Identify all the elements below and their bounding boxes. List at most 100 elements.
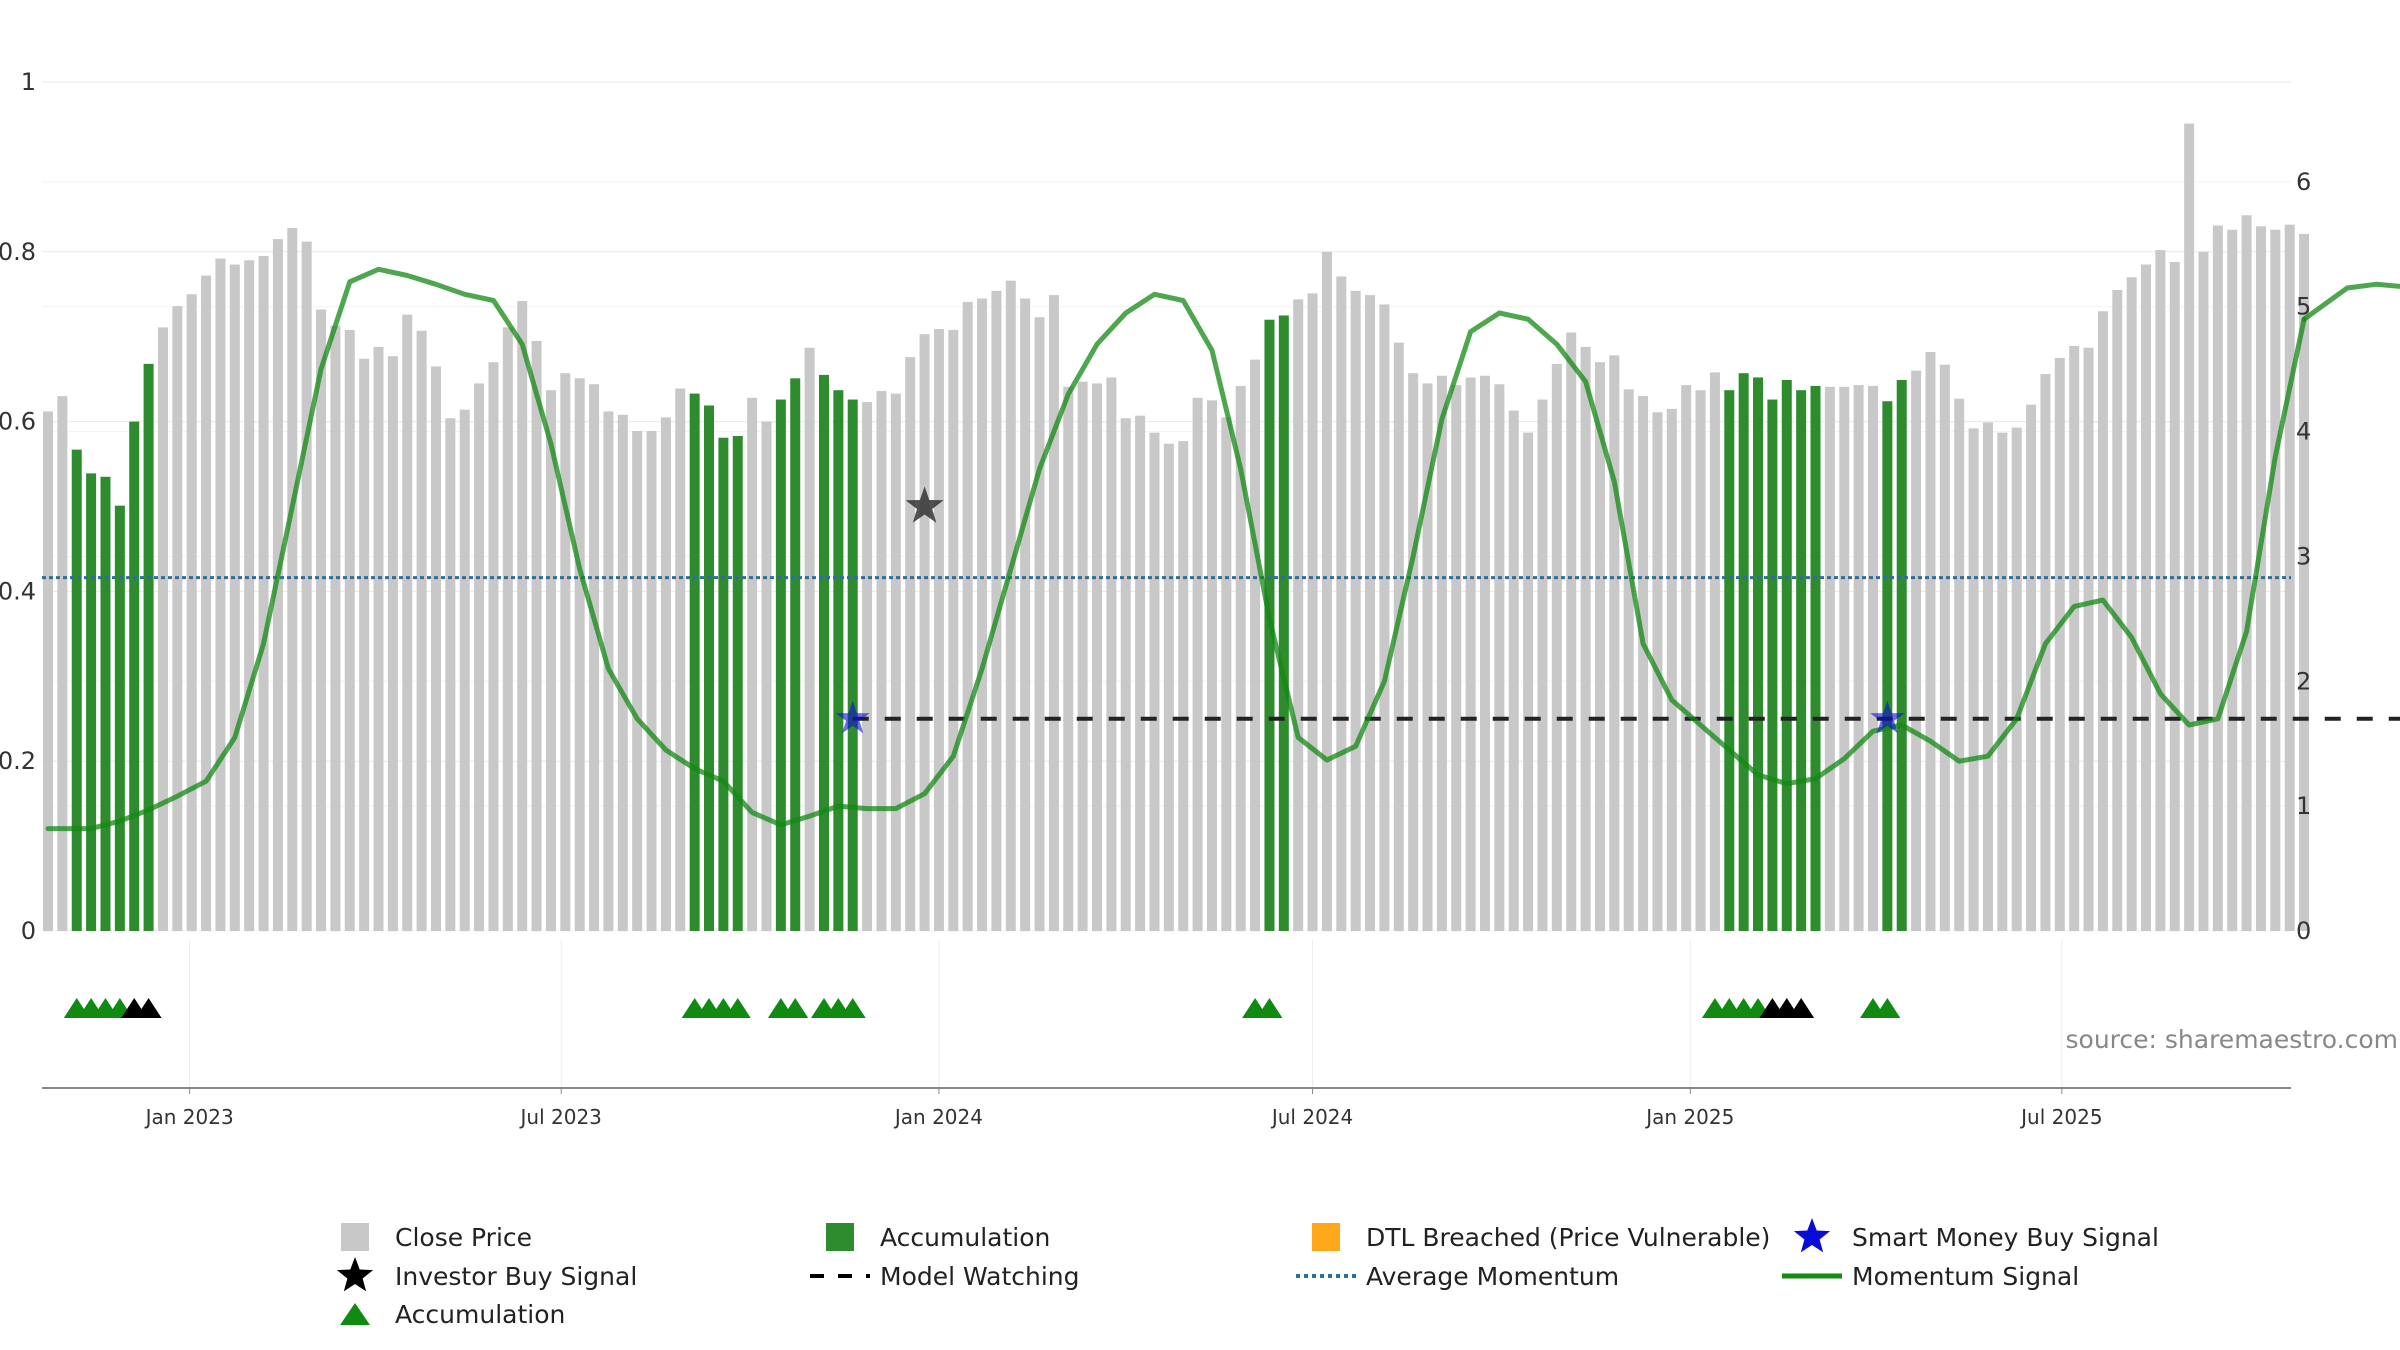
accumulation-bar — [775, 399, 786, 931]
legend-investor-label: Investor Buy Signal — [395, 1262, 637, 1291]
close-price-bar — [43, 411, 53, 931]
close-price-bar — [1939, 364, 1950, 931]
y-left-tick-label: 0.8 — [0, 238, 36, 266]
close-price-bar — [1681, 385, 1692, 931]
close-price-bar — [1623, 389, 1634, 931]
close-price-bar — [316, 309, 327, 932]
close-price-bar — [157, 327, 168, 932]
legend: Close Price Accumulation DTL Breached (Pri… — [336, 1218, 2159, 1329]
y-right-tick-label: 0 — [2296, 917, 2311, 945]
close-price-bar — [359, 358, 370, 931]
legend-dtl-breached-label: DTL Breached (Price Vulnerable) — [1366, 1223, 1770, 1252]
close-price-bar — [2212, 225, 2223, 931]
close-price-bar — [1178, 441, 1189, 931]
accumulation-bar — [114, 505, 125, 931]
legend-close-price-swatch — [341, 1223, 369, 1251]
close-price-bar — [2198, 251, 2209, 932]
close-price-bar — [531, 340, 542, 931]
legend-dtl-breached: DTL Breached (Price Vulnerable) — [1312, 1223, 1770, 1252]
close-price-bar — [445, 418, 456, 932]
close-price-bar — [387, 356, 398, 931]
accumulation-bar — [833, 390, 844, 931]
close-price-bar — [2155, 250, 2166, 932]
close-price-bar — [502, 327, 513, 932]
close-price-bar — [1824, 386, 1835, 931]
close-price-bar — [2026, 404, 2037, 931]
close-price-bar — [2270, 229, 2281, 931]
close-price-bar — [1408, 373, 1419, 931]
x-tick-label: Jan 2025 — [1644, 1105, 1734, 1129]
close-price-bar — [1982, 422, 1993, 931]
close-price-bar — [201, 275, 212, 931]
close-price-bar — [1537, 399, 1548, 931]
close-price-bar — [1034, 317, 1045, 932]
accumulation-triangles — [63, 998, 1901, 1018]
legend-accumulation-triangle: Accumulation — [340, 1300, 565, 1329]
close-price-bar — [517, 301, 528, 931]
close-price-bar — [1365, 295, 1376, 931]
close-price-bar — [862, 402, 873, 931]
close-price-bar — [1436, 375, 1447, 931]
close-price-bar — [1566, 332, 1577, 932]
x-tick-label: Jul 2024 — [1270, 1105, 1353, 1129]
accumulation-triangle-green — [724, 998, 751, 1018]
close-price-bar — [2097, 311, 2108, 932]
close-price-bar — [2054, 357, 2065, 931]
accumulation-triangle-green — [839, 998, 866, 1018]
close-price-bar — [1422, 383, 1433, 931]
smart-money-buy-signal-marker — [835, 700, 870, 734]
accumulation-triangle-green — [782, 998, 809, 1018]
accumulation-triangle-green — [1256, 998, 1283, 1018]
close-price-bar — [1235, 385, 1246, 931]
accumulation-bar — [847, 399, 858, 931]
close-price-bar — [1465, 377, 1476, 931]
close-price-bar — [545, 390, 556, 931]
y-right-tick-label: 6 — [2296, 168, 2311, 196]
close-price-bar — [330, 325, 341, 932]
close-price-bar — [1695, 390, 1706, 931]
close-price-bar — [2227, 229, 2238, 931]
close-price-bar — [646, 430, 657, 931]
close-price-bar — [1638, 396, 1649, 931]
close-price-bar — [1048, 295, 1059, 931]
close-price-bar — [1968, 428, 1979, 931]
close-price-bar — [560, 373, 571, 931]
legend-close-price: Close Price — [341, 1223, 532, 1252]
close-price-bar — [2040, 374, 2051, 931]
close-price-bar — [488, 362, 499, 931]
close-price-bar — [890, 393, 901, 931]
close-price-bar — [905, 357, 916, 931]
accumulation-bar — [1781, 379, 1792, 931]
legend-accumulation-bar-label: Accumulation — [880, 1223, 1050, 1252]
momentum-signal-line-end — [2301, 281, 2400, 322]
x-tick-label: Jul 2025 — [2019, 1105, 2102, 1129]
y-right-tick-label: 3 — [2296, 542, 2311, 570]
accumulation-bar — [704, 405, 715, 931]
close-price-bar — [430, 366, 441, 931]
y-right-tick-label: 2 — [2296, 667, 2311, 695]
legend-smart-money: Smart Money Buy Signal — [1793, 1218, 2159, 1253]
legend-average-momentum: Average Momentum — [1296, 1262, 1619, 1291]
close-price-bar — [1192, 397, 1203, 931]
accumulation-bar — [143, 363, 154, 931]
y-right-tick-label: 1 — [2296, 792, 2311, 820]
close-price-bar — [57, 396, 68, 931]
accumulation-bar — [689, 393, 700, 931]
close-price-bar — [962, 301, 973, 931]
close-price-bar — [402, 314, 413, 932]
close-price-bar — [1221, 417, 1232, 932]
close-price-bar — [301, 241, 312, 931]
close-price-bar — [1020, 298, 1031, 931]
x-tick-label: Jul 2023 — [519, 1105, 602, 1129]
accumulation-bar — [71, 449, 82, 931]
accumulation-bar — [1767, 399, 1778, 931]
close-price-bar — [1293, 299, 1304, 931]
close-price-bar — [1063, 386, 1074, 931]
close-price-bar — [1580, 346, 1591, 931]
signal-markers — [835, 486, 1905, 734]
legend-model-watching-label: Model Watching — [880, 1262, 1080, 1291]
close-price-bar — [632, 430, 643, 931]
legend-model-watching: Model Watching — [810, 1262, 1080, 1291]
close-price-bar — [287, 228, 298, 931]
close-price-bar — [1954, 398, 1965, 931]
